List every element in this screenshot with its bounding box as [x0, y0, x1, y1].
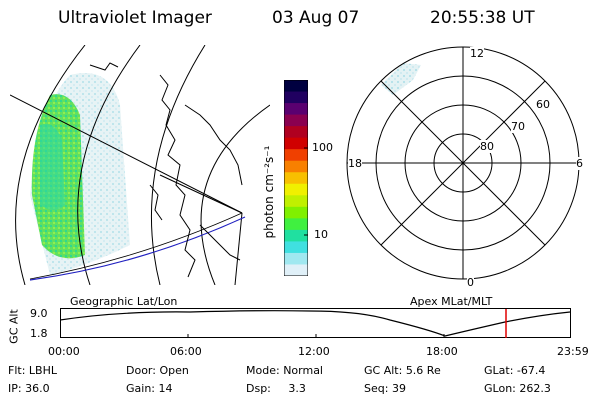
colorbar-swatch	[284, 149, 308, 162]
polar-label-12: 12	[470, 47, 484, 60]
info-mode: Mode: Normal	[246, 364, 323, 377]
timeline-xtick-0: 00:00	[48, 345, 80, 358]
colorbar-swatch	[284, 103, 308, 116]
timeline-right-title: Apex MLat/MLT	[410, 295, 493, 308]
info-dsp: Dsp: 3.3	[246, 382, 306, 395]
polar-label-70: 70	[511, 120, 525, 133]
timeline-ytick-top: 9.0	[30, 307, 48, 320]
colorbar-swatch	[284, 218, 308, 231]
info-glat: GLat: -67.4	[484, 364, 546, 377]
polar-label-60: 60	[536, 98, 550, 111]
timeline-xtick-3: 18:00	[426, 345, 458, 358]
meridian-2	[159, 174, 243, 214]
polar-aurora	[381, 63, 421, 95]
colorbar	[284, 80, 308, 276]
coastline	[159, 74, 196, 278]
colorbar-swatch	[284, 183, 308, 196]
time-label: 20:55:38 UT	[430, 8, 535, 28]
altitude-timeline	[60, 308, 571, 338]
colorbar-swatch	[284, 229, 308, 242]
colorbar-tick-10: 10	[314, 228, 328, 241]
timeline-left-title: Geographic Lat/Lon	[70, 295, 178, 308]
colorbar-swatch	[284, 160, 308, 173]
timeline-ytick-bottom: 1.8	[30, 327, 48, 340]
colorbar-swatch	[284, 195, 308, 208]
polar-label-80: 80	[480, 140, 494, 153]
altitude-curve	[60, 310, 571, 337]
map-arc-1	[15, 45, 86, 285]
colorbar-swatch	[284, 91, 308, 104]
timeline-xtick-1: 06:00	[170, 345, 202, 358]
polar-label-6: 6	[576, 157, 583, 170]
timeline-axis-label: GC Alt	[7, 309, 21, 344]
info-door: Door: Open	[126, 364, 189, 377]
geographic-map	[10, 45, 270, 285]
colorbar-swatch	[284, 206, 308, 219]
colorbar-swatch	[284, 241, 308, 254]
timeline-xtick-2: 12:00	[298, 345, 330, 358]
colorbar-swatch	[284, 137, 308, 150]
colorbar-swatch	[284, 252, 308, 265]
date-label: 03 Aug 07	[272, 8, 360, 28]
colorbar-swatch	[284, 126, 308, 139]
colorbar-swatch	[284, 172, 308, 185]
meridian-3	[234, 212, 243, 285]
timeline-xtick-4: 23:59	[557, 345, 589, 358]
horizon-line	[29, 216, 246, 281]
info-flt: Flt: LBHL	[8, 364, 57, 377]
meridian-1	[10, 94, 243, 214]
colorbar-label: photon cm⁻²s⁻¹	[262, 145, 276, 239]
map-arc-2	[77, 45, 141, 285]
polar-label-0: 0	[467, 276, 474, 289]
colorbar-tick-100: 100	[312, 141, 333, 154]
map-arc-4	[200, 104, 270, 285]
info-gain: Gain: 14	[126, 382, 173, 395]
info-seq: Seq: 39	[364, 382, 406, 395]
polar-label-18: 18	[348, 157, 362, 170]
colorbar-swatch	[284, 114, 308, 127]
info-glon: GLon: 262.3	[484, 382, 551, 395]
colorbar-swatch	[284, 264, 308, 276]
info-gc-alt: GC Alt: 5.6 Re	[364, 364, 441, 377]
colorbar-swatch	[284, 80, 308, 93]
info-ip: IP: 36.0	[8, 382, 50, 395]
app-title: Ultraviolet Imager	[58, 8, 212, 28]
map-arc-3	[150, 45, 206, 285]
polar-plot	[346, 46, 580, 280]
